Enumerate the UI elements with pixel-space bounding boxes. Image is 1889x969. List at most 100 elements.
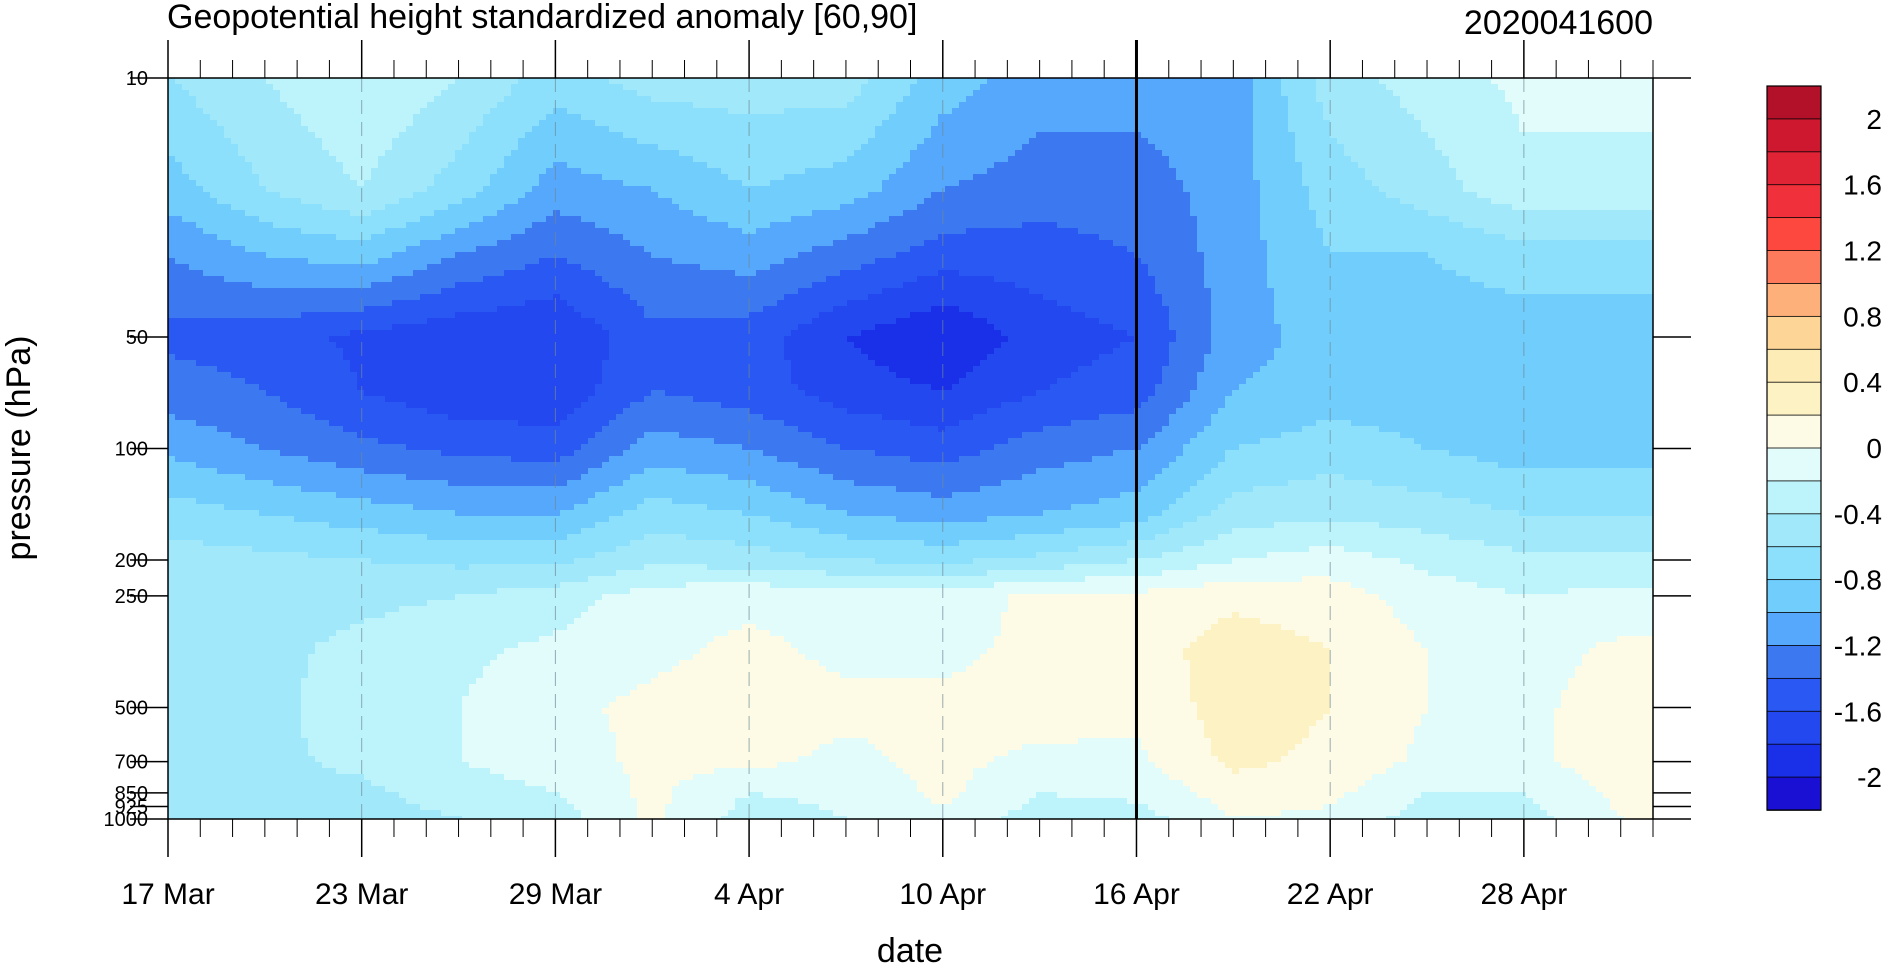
field-cell (1001, 78, 1009, 85)
field-cell (497, 156, 505, 163)
field-cell (1638, 84, 1646, 91)
field-cell (1456, 162, 1464, 169)
field-cell (1470, 192, 1478, 199)
field-cell (567, 132, 575, 139)
field-cell (784, 108, 792, 115)
field-cell (1568, 198, 1576, 205)
field-cell (385, 138, 393, 145)
field-cell (1596, 180, 1604, 187)
field-cell (224, 108, 232, 115)
field-cell (1190, 156, 1198, 163)
field-cell (693, 186, 701, 193)
field-cell (1533, 78, 1541, 85)
field-cell (1386, 120, 1394, 127)
field-cell (504, 114, 512, 121)
field-cell (413, 180, 421, 187)
field-cell (252, 186, 260, 193)
field-cell (1610, 180, 1618, 187)
field-cell (658, 192, 666, 199)
field-cell (1365, 204, 1373, 211)
field-cell (1113, 204, 1121, 211)
field-cell (630, 204, 638, 211)
field-cell (1057, 78, 1065, 85)
field-cell (1078, 138, 1086, 145)
field-cell (448, 126, 456, 133)
field-cell (1337, 198, 1345, 205)
field-cell (287, 180, 295, 187)
field-cell (609, 204, 617, 211)
field-cell (1281, 108, 1289, 115)
field-cell (581, 216, 589, 223)
field-cell (1421, 138, 1429, 145)
field-cell (553, 78, 561, 85)
field-cell (1624, 192, 1632, 199)
field-cell (966, 186, 974, 193)
field-cell (1554, 162, 1562, 169)
field-cell (182, 114, 190, 121)
field-cell (350, 114, 358, 121)
field-cell (210, 186, 218, 193)
field-cell (1533, 210, 1541, 217)
field-cell (1064, 78, 1072, 85)
field-cell (1582, 174, 1590, 181)
field-cell (637, 168, 645, 175)
field-cell (175, 138, 183, 145)
field-cell (1267, 210, 1275, 217)
field-cell (882, 84, 890, 91)
field-cell (364, 126, 372, 133)
field-cell (546, 174, 554, 181)
field-cell (1330, 144, 1338, 151)
field-cell (595, 186, 603, 193)
field-cell (1260, 210, 1268, 217)
field-cell (350, 144, 358, 151)
field-cell (1351, 114, 1359, 121)
field-cell (1554, 198, 1562, 205)
field-cell (539, 108, 547, 115)
field-cell (168, 114, 176, 121)
field-cell (1407, 138, 1415, 145)
field-cell (294, 156, 302, 163)
field-cell (994, 120, 1002, 127)
field-cell (672, 216, 680, 223)
field-cell (231, 198, 239, 205)
field-cell (686, 126, 694, 133)
field-cell (378, 90, 386, 97)
field-cell (1610, 204, 1618, 211)
field-cell (518, 216, 526, 223)
field-cell (1274, 126, 1282, 133)
field-cell (1379, 186, 1387, 193)
field-cell (385, 150, 393, 157)
field-cell (770, 90, 778, 97)
field-cell (1351, 132, 1359, 139)
field-cell (322, 192, 330, 199)
field-cell (819, 138, 827, 145)
field-cell (1519, 78, 1527, 85)
field-cell (1211, 108, 1219, 115)
field-cell (1351, 180, 1359, 187)
field-cell (252, 138, 260, 145)
field-cell (266, 162, 274, 169)
field-cell (1421, 168, 1429, 175)
field-cell (1064, 192, 1072, 199)
field-cell (910, 138, 918, 145)
field-cell (1561, 126, 1569, 133)
field-cell (1631, 90, 1639, 97)
field-cell (1561, 162, 1569, 169)
field-cell (784, 216, 792, 223)
field-cell (1358, 156, 1366, 163)
field-cell (1162, 108, 1170, 115)
field-cell (455, 90, 463, 97)
field-cell (1533, 114, 1541, 121)
field-cell (1204, 156, 1212, 163)
field-cell (749, 96, 757, 103)
field-cell (462, 84, 470, 91)
field-cell (749, 144, 757, 151)
field-cell (1645, 144, 1653, 151)
field-cell (525, 90, 533, 97)
field-cell (1316, 162, 1324, 169)
field-cell (1071, 198, 1079, 205)
field-cell (448, 150, 456, 157)
field-cell (175, 180, 183, 187)
field-cell (1113, 120, 1121, 127)
field-cell (182, 150, 190, 157)
